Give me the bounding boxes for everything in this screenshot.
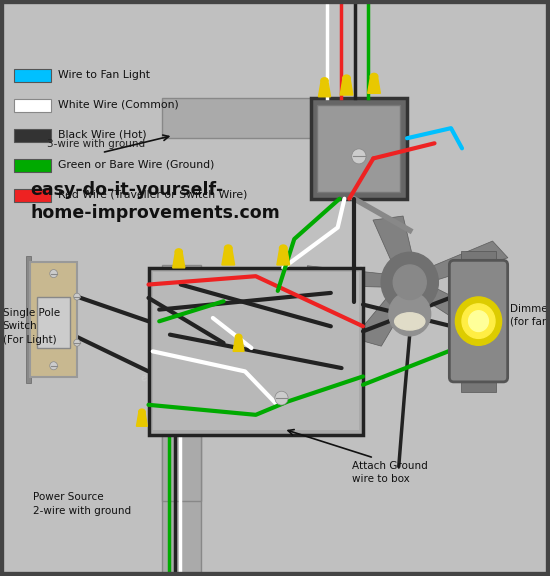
Bar bbox=[311, 98, 407, 199]
Circle shape bbox=[50, 362, 57, 370]
Text: Power Source
2-wire with ground: Power Source 2-wire with ground bbox=[33, 492, 131, 516]
Bar bbox=[14, 129, 51, 142]
Text: Black Wire (Hot): Black Wire (Hot) bbox=[58, 130, 146, 140]
Bar bbox=[14, 189, 51, 202]
Polygon shape bbox=[415, 285, 498, 334]
Ellipse shape bbox=[224, 245, 232, 251]
Circle shape bbox=[74, 293, 80, 300]
Bar bbox=[30, 262, 77, 377]
Text: home-improvements.com: home-improvements.com bbox=[30, 204, 280, 222]
Text: easy-do-it-yourself-: easy-do-it-yourself- bbox=[30, 181, 223, 199]
Text: Green or Bare Wire (Ground): Green or Bare Wire (Ground) bbox=[58, 160, 214, 170]
Circle shape bbox=[389, 292, 431, 336]
Polygon shape bbox=[367, 77, 381, 93]
Polygon shape bbox=[340, 78, 353, 95]
Text: Red Wire (Traveller or Switch Wire): Red Wire (Traveller or Switch Wire) bbox=[58, 190, 247, 200]
Bar bbox=[317, 105, 400, 192]
Ellipse shape bbox=[139, 409, 145, 414]
Ellipse shape bbox=[321, 78, 328, 84]
Circle shape bbox=[275, 391, 288, 405]
Ellipse shape bbox=[343, 75, 350, 81]
Polygon shape bbox=[277, 248, 290, 265]
Circle shape bbox=[393, 265, 426, 300]
Text: easy-do-it-yourself-home-improvements.com: easy-do-it-yourself-home-improvements.co… bbox=[139, 261, 367, 384]
Circle shape bbox=[462, 304, 495, 339]
Bar bbox=[26, 256, 31, 383]
Circle shape bbox=[455, 297, 502, 346]
Circle shape bbox=[50, 270, 57, 278]
Polygon shape bbox=[173, 252, 185, 268]
Polygon shape bbox=[353, 289, 412, 346]
FancyBboxPatch shape bbox=[449, 260, 508, 382]
Polygon shape bbox=[233, 337, 244, 351]
Polygon shape bbox=[419, 241, 508, 282]
Bar bbox=[461, 251, 496, 265]
Bar bbox=[461, 377, 496, 392]
Text: Single Pole
Switch
(For Light): Single Pole Switch (For Light) bbox=[3, 308, 60, 344]
Bar bbox=[14, 69, 51, 82]
Circle shape bbox=[74, 339, 80, 346]
Ellipse shape bbox=[370, 73, 378, 79]
Polygon shape bbox=[318, 81, 331, 97]
Ellipse shape bbox=[279, 245, 287, 251]
Bar bbox=[162, 426, 201, 501]
Polygon shape bbox=[222, 248, 235, 265]
Text: White Wire (Common): White Wire (Common) bbox=[58, 100, 179, 110]
Text: 3-wire with ground: 3-wire with ground bbox=[47, 139, 145, 149]
Ellipse shape bbox=[395, 313, 425, 330]
Bar bbox=[148, 268, 363, 435]
Ellipse shape bbox=[235, 334, 242, 339]
Circle shape bbox=[352, 149, 366, 164]
Text: Wire to Fan Light: Wire to Fan Light bbox=[58, 70, 150, 80]
Text: Attach Ground
wire to box: Attach Ground wire to box bbox=[352, 461, 428, 484]
Bar bbox=[14, 159, 51, 172]
Bar bbox=[162, 265, 201, 576]
Text: Dimmer
(for fan speed): Dimmer (for fan speed) bbox=[510, 304, 550, 327]
Bar bbox=[162, 98, 327, 138]
Polygon shape bbox=[136, 412, 147, 426]
Circle shape bbox=[469, 311, 488, 332]
Bar bbox=[153, 272, 359, 430]
Bar bbox=[14, 99, 51, 112]
Polygon shape bbox=[373, 216, 416, 274]
Circle shape bbox=[381, 252, 438, 312]
Polygon shape bbox=[304, 266, 394, 287]
Bar bbox=[37, 297, 70, 348]
Ellipse shape bbox=[175, 249, 182, 255]
